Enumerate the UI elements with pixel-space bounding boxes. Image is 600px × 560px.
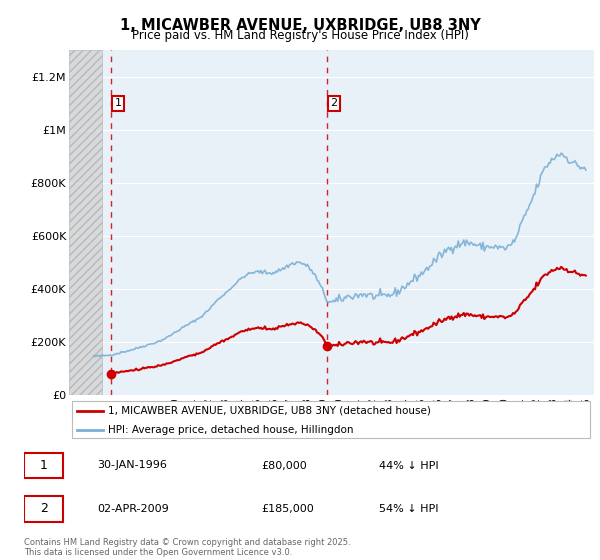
- Text: £80,000: £80,000: [261, 460, 307, 470]
- Text: Contains HM Land Registry data © Crown copyright and database right 2025.
This d: Contains HM Land Registry data © Crown c…: [24, 538, 350, 557]
- Bar: [69, 50, 102, 395]
- Text: Price paid vs. HM Land Registry's House Price Index (HPI): Price paid vs. HM Land Registry's House …: [131, 29, 469, 42]
- Text: 1, MICAWBER AVENUE, UXBRIDGE, UB8 3NY (detached house): 1, MICAWBER AVENUE, UXBRIDGE, UB8 3NY (d…: [109, 405, 431, 416]
- Text: HPI: Average price, detached house, Hillingdon: HPI: Average price, detached house, Hill…: [109, 424, 354, 435]
- Text: 1, MICAWBER AVENUE, UXBRIDGE, UB8 3NY: 1, MICAWBER AVENUE, UXBRIDGE, UB8 3NY: [119, 18, 481, 33]
- FancyBboxPatch shape: [24, 496, 64, 521]
- FancyBboxPatch shape: [71, 402, 590, 437]
- FancyBboxPatch shape: [24, 452, 64, 478]
- Text: 1: 1: [115, 99, 121, 109]
- Text: 54% ↓ HPI: 54% ↓ HPI: [379, 503, 439, 514]
- Text: 2: 2: [40, 502, 47, 515]
- Text: 30-JAN-1996: 30-JAN-1996: [97, 460, 167, 470]
- Text: 1: 1: [40, 459, 47, 472]
- Text: 44% ↓ HPI: 44% ↓ HPI: [379, 460, 439, 470]
- Text: £185,000: £185,000: [261, 503, 314, 514]
- Text: 2: 2: [331, 99, 338, 109]
- Text: 02-APR-2009: 02-APR-2009: [97, 503, 169, 514]
